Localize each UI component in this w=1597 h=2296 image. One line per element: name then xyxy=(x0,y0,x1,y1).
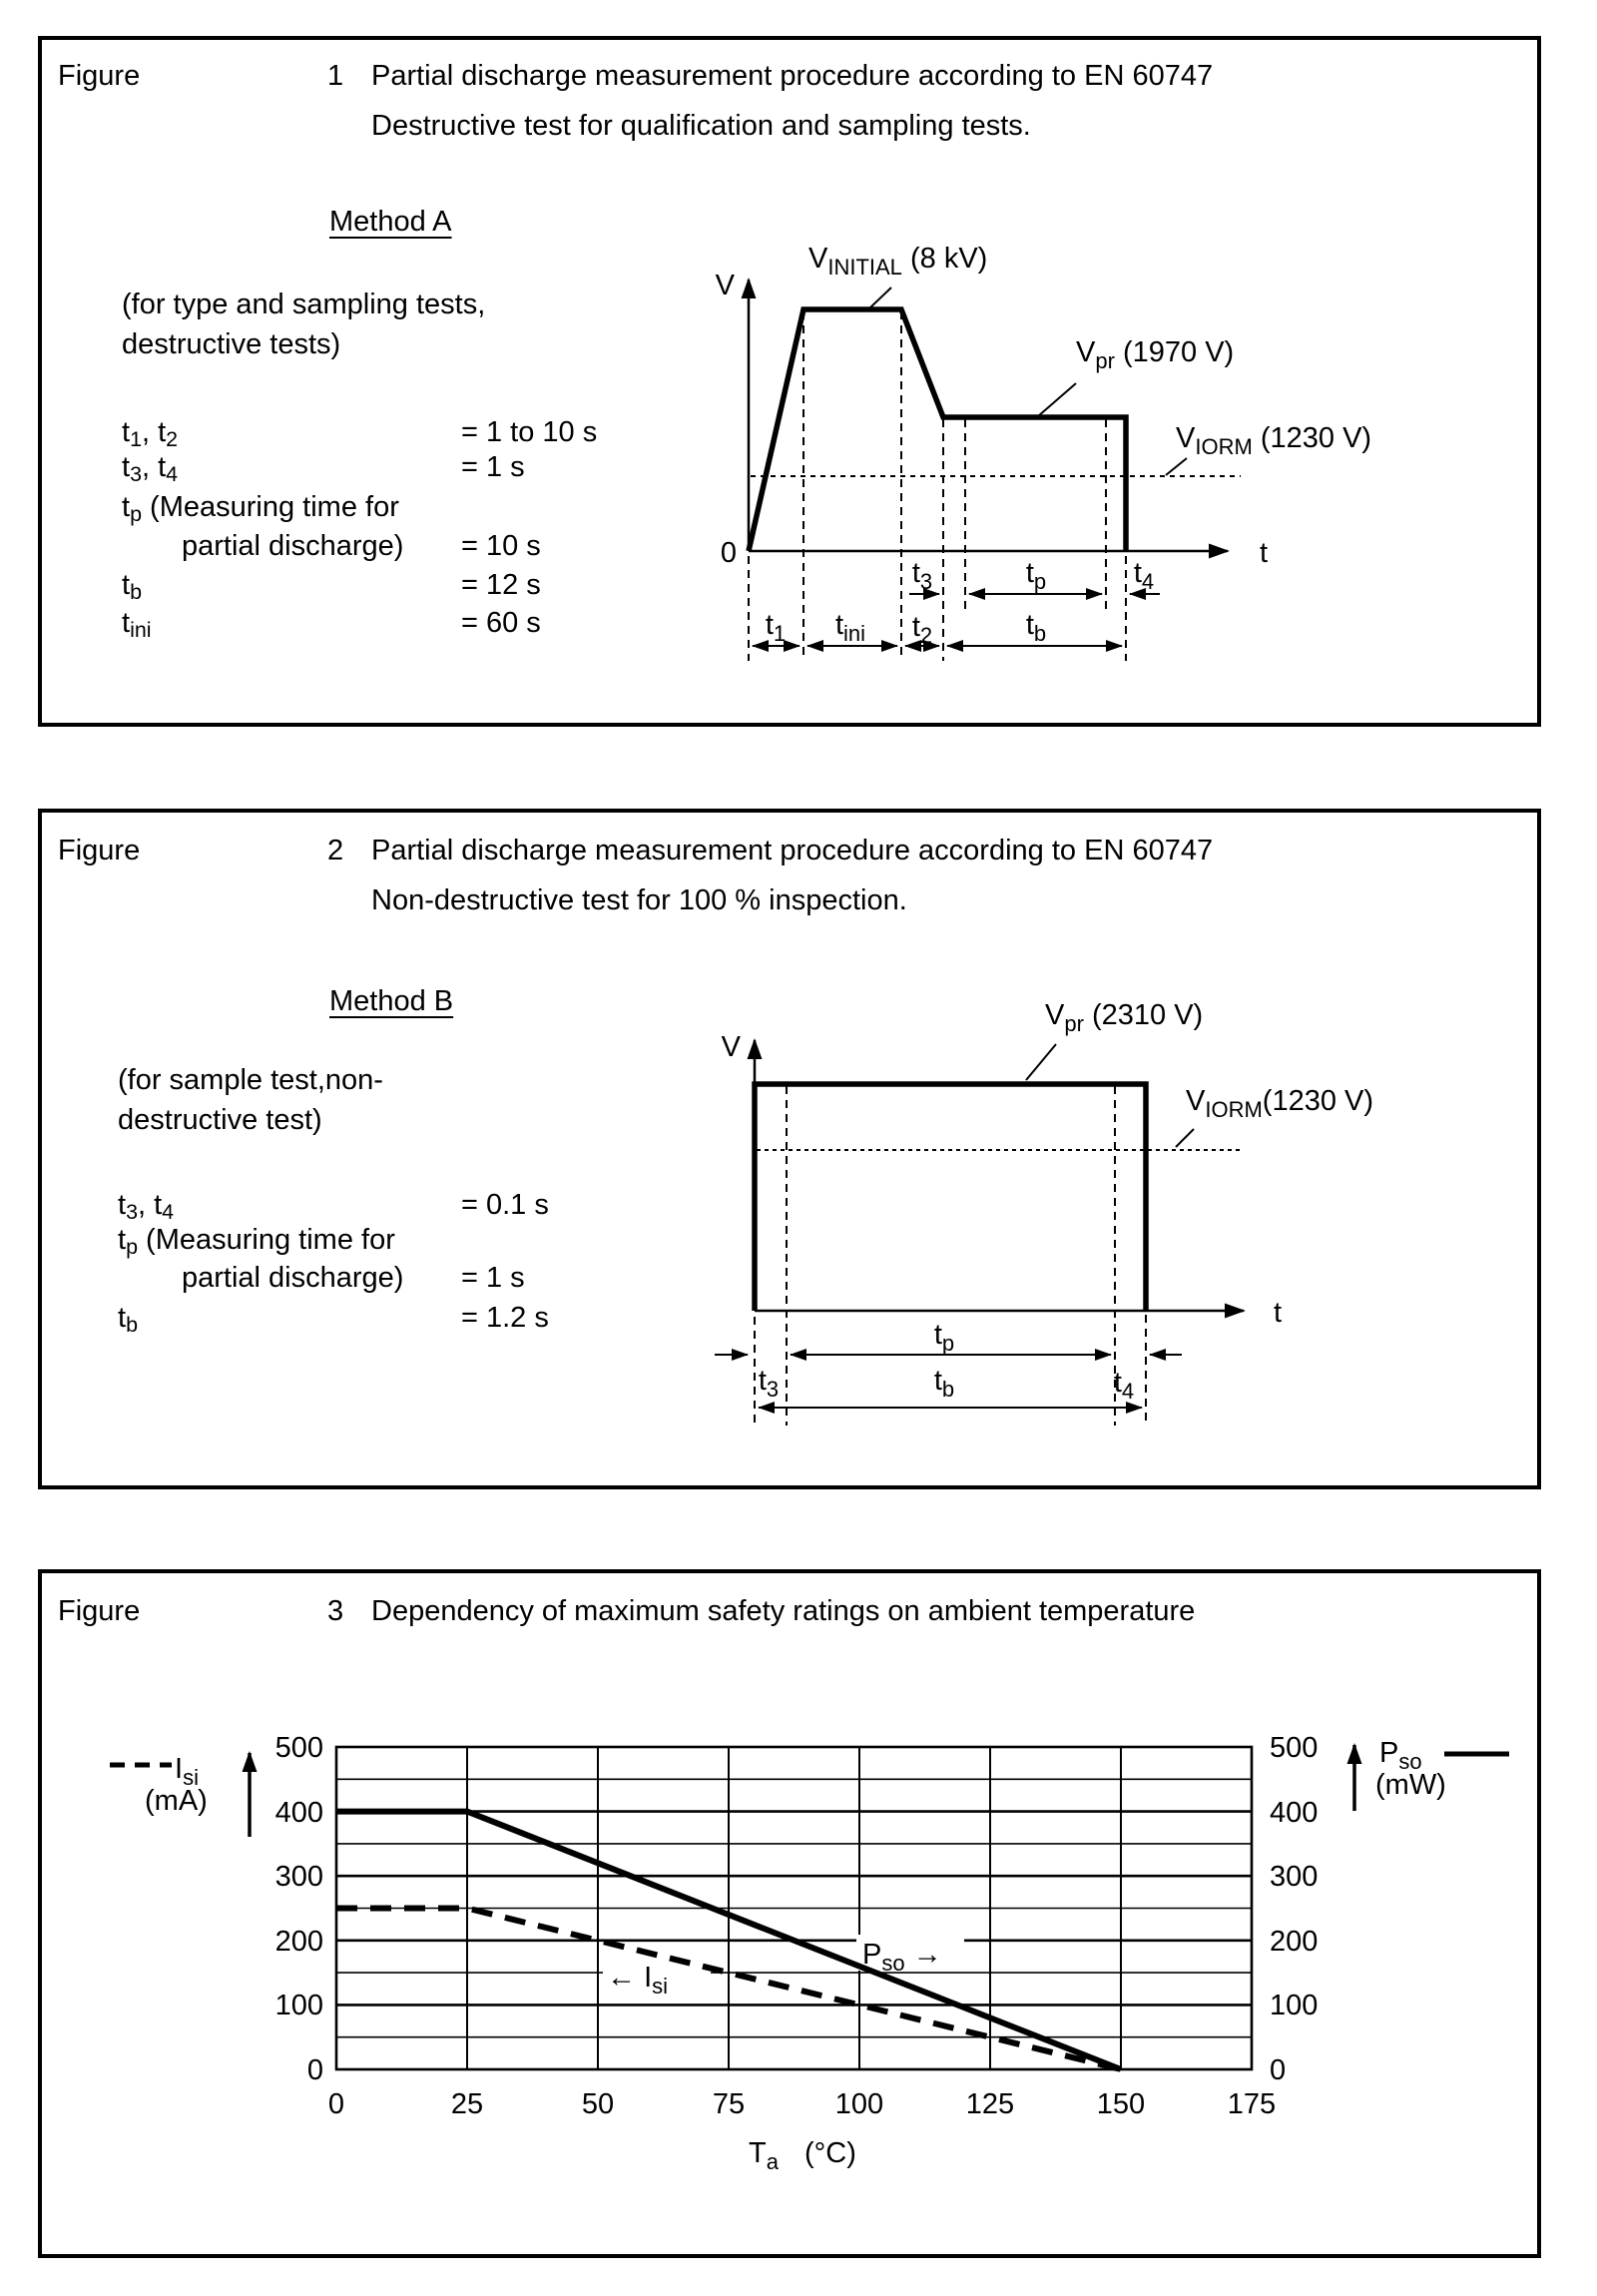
param-sub: b xyxy=(130,580,142,605)
figure2-param-tp: tp (Measuring time for xyxy=(118,1224,395,1260)
figure1-title-line2: Destructive test for qualification and s… xyxy=(371,110,1031,142)
param-text: t xyxy=(118,1224,127,1256)
figure3-title: Dependency of maximum safety ratings on … xyxy=(371,1595,1196,1627)
param-text: t xyxy=(118,1302,127,1334)
figure3-box xyxy=(38,1569,1541,2258)
param-text: , t xyxy=(142,416,167,448)
param-sub: 3 xyxy=(130,462,142,487)
figure3-label: Figure xyxy=(58,1595,141,1627)
figure1-param-tp-line2: partial discharge) xyxy=(182,530,404,562)
param-sub: b xyxy=(126,1313,138,1338)
param-text: t xyxy=(118,1189,127,1221)
param-text: (Measuring time for xyxy=(138,1224,395,1256)
param-sub: 1 xyxy=(130,427,142,452)
figure2-label: Figure xyxy=(58,835,141,866)
figure2-number: 2 xyxy=(327,835,344,866)
param-text: (Measuring time for xyxy=(142,491,399,523)
figure1-value-tb: = 12 s xyxy=(461,569,541,601)
param-sub: p xyxy=(130,502,142,527)
figure1-value-t1-t2: = 1 to 10 s xyxy=(461,416,598,448)
figure1-value-t3-t4: = 1 s xyxy=(461,451,525,483)
figure2-param-tb: tb xyxy=(118,1302,138,1338)
param-text: , t xyxy=(138,1189,163,1221)
figure1-method-heading: Method A xyxy=(329,206,452,238)
param-text: t xyxy=(122,416,131,448)
param-text: t xyxy=(122,491,131,523)
figure2-value-t3-t4: = 0.1 s xyxy=(461,1189,549,1221)
figure2-method-heading: Method B xyxy=(329,985,454,1017)
param-text: t xyxy=(122,451,131,483)
figure3-number: 3 xyxy=(327,1595,344,1627)
figure2-param-tp-line2: partial discharge) xyxy=(182,1262,404,1294)
figure1-value-tp: = 10 s xyxy=(461,530,541,562)
figure1-param-t1-t2: t1, t2 xyxy=(122,416,179,452)
figure1-value-tini: = 60 s xyxy=(461,607,541,639)
param-sub: 3 xyxy=(126,1200,138,1225)
param-sub: 4 xyxy=(162,1200,175,1225)
param-sub: 2 xyxy=(166,427,179,452)
figure2-title-line1: Partial discharge measurement procedure … xyxy=(371,835,1214,866)
figure2-value-tp: = 1 s xyxy=(461,1262,525,1294)
figure2-title-line2: Non-destructive test for 100 % inspectio… xyxy=(371,884,907,916)
figure1-scope-line2: destructive tests) xyxy=(122,328,341,360)
figure1-param-tb: tb xyxy=(122,569,142,605)
param-sub: p xyxy=(126,1235,138,1260)
figure1-label: Figure xyxy=(58,60,141,92)
param-text: t xyxy=(122,607,131,639)
figure1-param-t3-t4: t3, t4 xyxy=(122,451,179,487)
figure1-number: 1 xyxy=(327,60,344,92)
figure2-value-tb: = 1.2 s xyxy=(461,1302,549,1334)
param-sub: 4 xyxy=(166,462,179,487)
param-sub: ini xyxy=(130,618,152,643)
figure1-title-line1: Partial discharge measurement procedure … xyxy=(371,60,1214,92)
figure2-scope-line1: (for sample test,non- xyxy=(118,1064,383,1096)
figure2-scope-line2: destructive test) xyxy=(118,1104,322,1136)
param-text: t xyxy=(122,569,131,601)
figure2-param-t3-t4: t3, t4 xyxy=(118,1189,175,1225)
figure1-param-tini: tini xyxy=(122,607,152,643)
param-text: , t xyxy=(142,451,167,483)
figure1-scope-line1: (for type and sampling tests, xyxy=(122,288,486,320)
figure1-param-tp: tp (Measuring time for xyxy=(122,491,399,527)
